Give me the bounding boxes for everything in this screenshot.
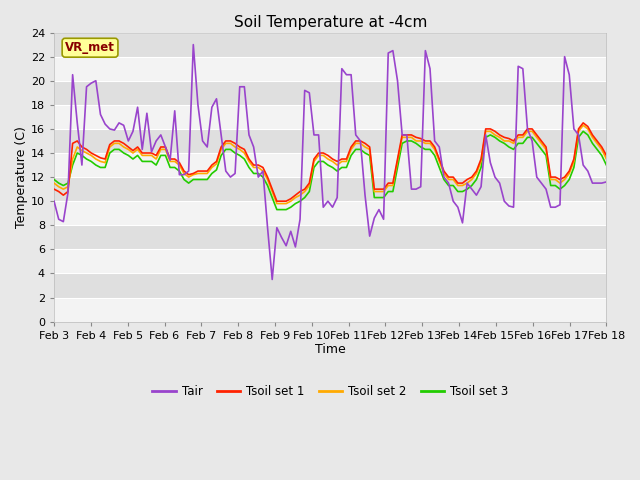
Text: VR_met: VR_met [65, 41, 115, 54]
Bar [54, 105, 606, 129]
Legend: Tair, Tsoil set 1, Tsoil set 2, Tsoil set 3: Tair, Tsoil set 1, Tsoil set 2, Tsoil se… [147, 380, 513, 402]
Bar [54, 225, 606, 249]
Title: Soil Temperature at -4cm: Soil Temperature at -4cm [234, 15, 427, 30]
Bar [54, 274, 606, 298]
Bar [54, 177, 606, 201]
Bar [54, 57, 606, 81]
Bar [54, 153, 606, 177]
Bar [54, 298, 606, 322]
Y-axis label: Temperature (C): Temperature (C) [15, 126, 28, 228]
Bar [54, 249, 606, 274]
Bar [54, 81, 606, 105]
Bar [54, 201, 606, 225]
X-axis label: Time: Time [315, 343, 346, 357]
Bar [54, 33, 606, 57]
Bar [54, 129, 606, 153]
